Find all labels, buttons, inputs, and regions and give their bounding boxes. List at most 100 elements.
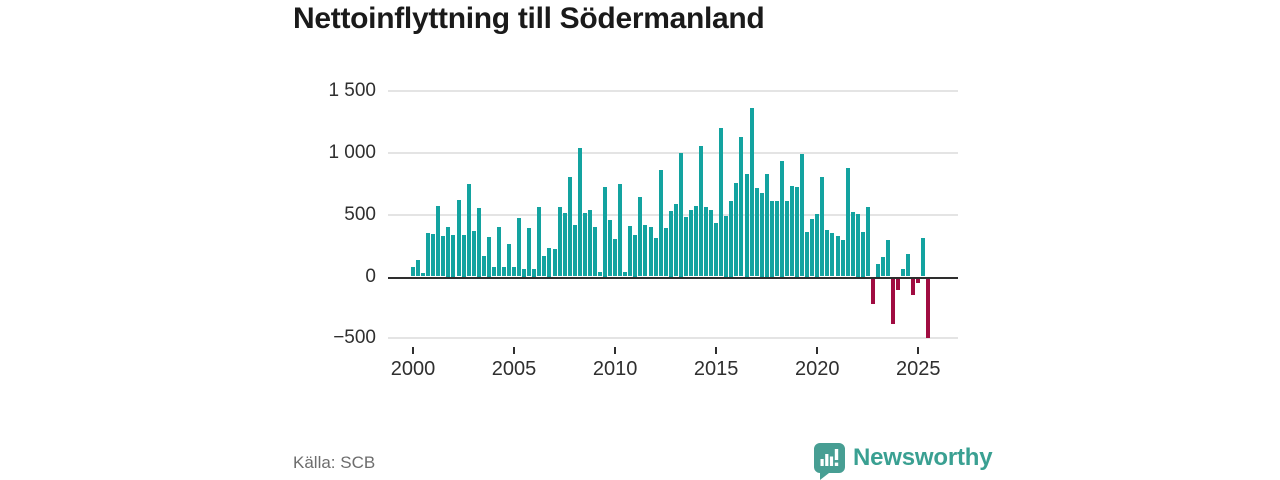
- bar: [517, 217, 522, 277]
- bar: [835, 235, 840, 277]
- bar: [592, 227, 597, 277]
- bar: [825, 230, 830, 277]
- bar: [774, 201, 779, 277]
- bar: [926, 278, 931, 338]
- bar: [860, 232, 865, 277]
- x-axis-tick: [614, 347, 617, 354]
- y-axis-label: 1 000: [328, 142, 376, 163]
- bar: [784, 201, 789, 277]
- bar: [638, 196, 643, 277]
- y-axis-label: 1 500: [328, 80, 376, 102]
- gridline: [388, 90, 958, 93]
- bar: [744, 174, 749, 277]
- bar: [562, 212, 567, 277]
- bar: [491, 266, 496, 277]
- bar: [739, 136, 744, 277]
- bar: [688, 210, 693, 277]
- bar: [633, 234, 638, 277]
- bar: [547, 247, 552, 277]
- bar: [820, 177, 825, 277]
- bar: [507, 244, 511, 277]
- bar: [683, 217, 688, 277]
- zero-axis-line: [388, 276, 958, 279]
- newsworthy-logo: Newsworthy: [814, 443, 993, 480]
- bar: [441, 235, 446, 277]
- bar: [886, 240, 890, 277]
- gridline: [388, 213, 958, 216]
- x-axis-tick: [513, 347, 516, 354]
- bar: [663, 228, 668, 277]
- bar: [461, 234, 466, 277]
- bar: [830, 232, 835, 277]
- bar: [486, 237, 491, 277]
- bar: [704, 207, 709, 277]
- bar: [729, 200, 734, 277]
- bar: [476, 208, 481, 277]
- bar: [810, 219, 815, 277]
- bar: [759, 192, 764, 277]
- bar: [426, 232, 431, 277]
- newsworthy-barchart-bubble-icon: [814, 443, 845, 480]
- bar: [719, 128, 724, 277]
- bar: [648, 227, 653, 277]
- y-axis-label: 0: [365, 265, 376, 287]
- bar: [779, 161, 784, 277]
- bar: [496, 227, 501, 277]
- bar: [673, 203, 678, 277]
- gridline: [388, 152, 958, 154]
- bar: [572, 225, 577, 277]
- bar: [790, 186, 794, 277]
- bar: [668, 211, 673, 277]
- bar: [850, 212, 855, 277]
- bar: [800, 153, 805, 277]
- bar: [502, 266, 506, 277]
- bar: [764, 174, 769, 277]
- x-axis-tick-label: 2000: [390, 358, 436, 380]
- bar: [587, 210, 592, 277]
- bar: [582, 212, 587, 277]
- bar: [840, 240, 845, 277]
- bar: [891, 278, 895, 324]
- bar: [855, 213, 860, 277]
- bar: [653, 238, 658, 277]
- bar: [845, 167, 850, 277]
- bar: [456, 199, 461, 277]
- bar: [754, 187, 759, 277]
- bar: [577, 148, 582, 277]
- source-text: Källa: SCB: [293, 453, 376, 472]
- bar: [431, 233, 436, 277]
- bar: [542, 256, 547, 277]
- bar: [421, 273, 426, 277]
- bar: [552, 249, 557, 277]
- bar: [911, 278, 916, 296]
- bar: [749, 107, 754, 277]
- bar: [734, 182, 739, 277]
- bar: [436, 206, 441, 277]
- bar: [678, 153, 683, 277]
- bar: [522, 268, 527, 277]
- y-axis-label: 500: [344, 203, 376, 225]
- bar: [643, 224, 648, 277]
- bar: [512, 266, 517, 277]
- x-axis-tick-label: 2015: [693, 358, 739, 380]
- bar: [896, 278, 901, 291]
- y-axis-label: −500: [333, 327, 376, 349]
- x-axis-tick-label: 2020: [794, 358, 840, 380]
- bar: [901, 269, 906, 277]
- bar: [598, 271, 602, 277]
- bar: [916, 278, 921, 284]
- bar: [623, 271, 628, 277]
- bar: [567, 177, 572, 277]
- bar: [481, 256, 486, 277]
- bar: [603, 187, 607, 277]
- bar: [613, 239, 618, 277]
- x-axis-tick: [917, 347, 920, 354]
- bar: [451, 234, 456, 277]
- bar: [658, 170, 663, 277]
- bar: [906, 254, 911, 277]
- bar: [416, 260, 421, 277]
- bar: [870, 278, 875, 305]
- bar: [411, 266, 415, 277]
- x-axis-tick-label: 2025: [896, 358, 941, 380]
